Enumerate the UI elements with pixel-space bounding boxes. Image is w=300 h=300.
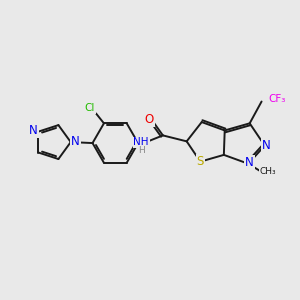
- Text: N: N: [245, 156, 254, 169]
- Text: CF₃: CF₃: [269, 94, 286, 103]
- Text: CH₃: CH₃: [260, 167, 276, 176]
- Text: S: S: [197, 155, 204, 168]
- Text: N: N: [71, 135, 80, 148]
- Text: Cl: Cl: [85, 103, 95, 113]
- Text: N: N: [262, 139, 271, 152]
- Text: NH: NH: [133, 137, 149, 147]
- Text: O: O: [144, 113, 154, 126]
- Text: H: H: [138, 146, 145, 155]
- Text: N: N: [29, 124, 38, 137]
